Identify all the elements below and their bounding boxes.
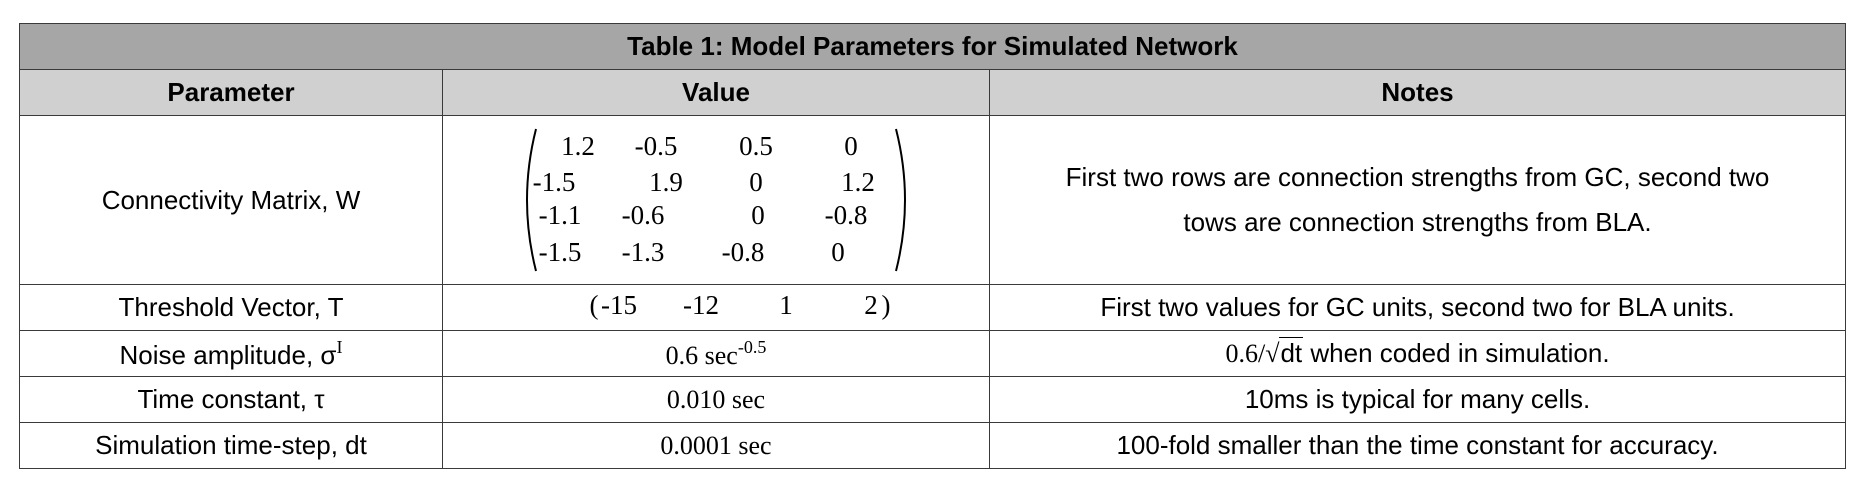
value-cell: 0.6 sec-0.5 [442,330,990,377]
notes-formula-prefix: 0.6/ [1225,339,1266,368]
matrix-cell: -1.5 [538,237,582,267]
table-caption: Table 1: Model Parameters for Simulated … [18,23,1847,70]
parameter-cell: Noise amplitude, σI [19,330,443,377]
column-header-parameter: Parameter [19,69,443,116]
value-exponent: -0.5 [737,336,767,357]
notes-cell: 100-fold smaller than the time constant … [988,422,1847,469]
matrix-cell: -0.5 [634,131,678,161]
parameter-cell: Simulation time-step, dt [19,422,443,469]
parameter-cell: Time constant, τ [19,376,443,423]
vector-cell: 1 [779,289,793,320]
left-parenthesis [526,128,537,272]
table-row: Threshold Vector, T ( -15 -12 1 2 ) Firs… [19,284,1847,331]
matrix-cell: 0.5 [739,131,773,161]
matrix-cell: 0 [749,167,763,197]
notes-line: First two rows are connection strengths … [1065,162,1770,192]
connectivity-matrix: 1.2 -0.5 0.5 0 -1.5 1.9 0 1.2 -1.1 -0.6 … [506,125,926,275]
matrix-cell: 1.2 [841,167,875,197]
matrix-cell: -1.5 [532,167,576,197]
vector-open-paren: ( [589,289,599,320]
parameter-cell: Connectivity Matrix, W [19,115,443,285]
matrix-cell: 1.9 [649,167,683,197]
value-text: 0.6 sec [665,340,738,370]
vector-cell: -12 [683,289,719,320]
column-header-value: Value [442,69,990,116]
right-parenthesis [895,128,906,272]
table-row: Time constant, τ 0.010 sec 10ms is typic… [19,376,1847,423]
notes-cell: First two values for GC units, second tw… [988,284,1847,331]
column-header-notes: Notes [988,69,1847,116]
parameter-label: Noise amplitude, σ [119,339,337,370]
notes-sqrt-body: dt [1279,337,1304,368]
matrix-cell: 0 [831,237,845,267]
notes-cell: First two rows are connection strengths … [988,115,1847,285]
parameters-table: Table 1: Model Parameters for Simulated … [18,23,1847,469]
parameter-superscript: I [336,336,343,357]
matrix-cell: 1.2 [561,131,595,161]
matrix-cell: -0.8 [721,237,765,267]
table-row: Noise amplitude, σI 0.6 sec-0.5 0.6/√dt … [19,330,1847,377]
table-row: Connectivity Matrix, W 1.2 -0.5 0.5 0 -1… [19,115,1847,285]
vector-cell: 2 [864,289,878,320]
notes-line: tows are connection strengths from BLA. [1183,207,1652,237]
notes-formula-suffix: when coded in simulation. [1303,338,1610,368]
value-cell: ( -15 -12 1 2 ) [442,284,990,331]
value-cell: 1.2 -0.5 0.5 0 -1.5 1.9 0 1.2 -1.1 -0.6 … [442,115,990,285]
vector-cell: -15 [601,289,637,320]
matrix-cell: -0.8 [824,200,868,230]
sqrt-icon: √ [1265,339,1280,368]
notes-cell: 10ms is typical for many cells. [988,376,1847,423]
value-cell: 0.0001 sec [442,422,990,469]
vector-close-paren: ) [881,289,891,320]
matrix-cell: -0.6 [621,200,665,230]
matrix-cell: 0 [844,131,858,161]
value-cell: 0.010 sec [442,376,990,423]
matrix-cell: 0 [751,200,765,230]
matrix-cell: -1.1 [538,200,582,230]
notes-cell: 0.6/√dt when coded in simulation. [988,330,1847,377]
table-row: Simulation time-step, dt 0.0001 sec 100-… [19,422,1847,469]
parameter-label: Threshold Vector, T [118,292,344,322]
matrix-cell: -1.3 [621,237,665,267]
parameter-cell: Threshold Vector, T [19,284,443,331]
threshold-vector: ( -15 -12 1 2 ) [536,288,896,328]
